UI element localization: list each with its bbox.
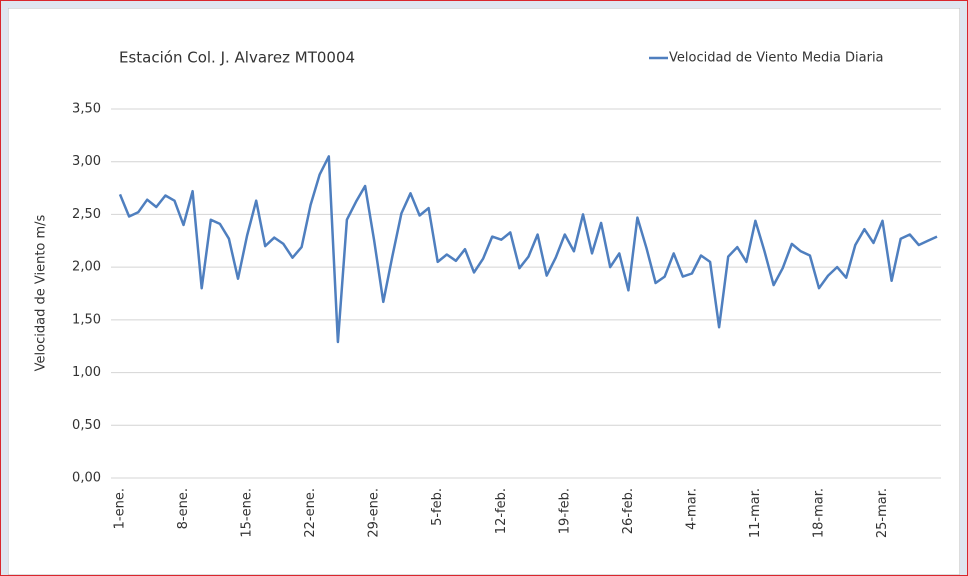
x-tick-label: 1-ene. <box>113 488 128 529</box>
x-tick-label: 5-feb. <box>430 488 445 526</box>
y-axis-label: Velocidad de Viento m/s <box>34 214 49 371</box>
x-tick-label: 18-mar. <box>811 488 826 538</box>
x-tick-label: 12-feb. <box>494 488 509 534</box>
y-tick-label: 2,50 <box>72 207 101 222</box>
y-tick-label: 1,00 <box>72 365 101 380</box>
x-tick-label: 29-ene. <box>367 488 382 538</box>
y-tick-label: 2,00 <box>72 260 101 275</box>
y-tick-label: 3,00 <box>72 154 101 169</box>
x-tick-label: 22-ene. <box>303 488 318 538</box>
x-tick-label: 19-feb. <box>557 488 572 534</box>
y-tick-label: 0,50 <box>72 418 101 433</box>
x-tick-label: 25-mar. <box>875 488 890 538</box>
series-line <box>118 155 938 344</box>
x-tick-label: 15-ene. <box>240 488 255 538</box>
chart-title: Estación Col. J. Alvarez MT0004 <box>119 49 355 67</box>
chart-area <box>8 8 960 575</box>
x-tick-label: 11-mar. <box>748 488 763 538</box>
x-tick-label: 26-feb. <box>621 488 636 534</box>
chart: Estación Col. J. Alvarez MT0004 Velocida… <box>8 8 960 575</box>
y-tick-label: 0,00 <box>72 471 101 486</box>
y-tick-label: 1,50 <box>72 312 101 327</box>
x-tick-label: 4-mar. <box>684 488 699 530</box>
x-tick-label: 8-ene. <box>176 488 191 529</box>
y-tick-label: 3,50 <box>72 102 101 117</box>
legend-label: Velocidad de Viento Media Diaria <box>669 51 884 66</box>
